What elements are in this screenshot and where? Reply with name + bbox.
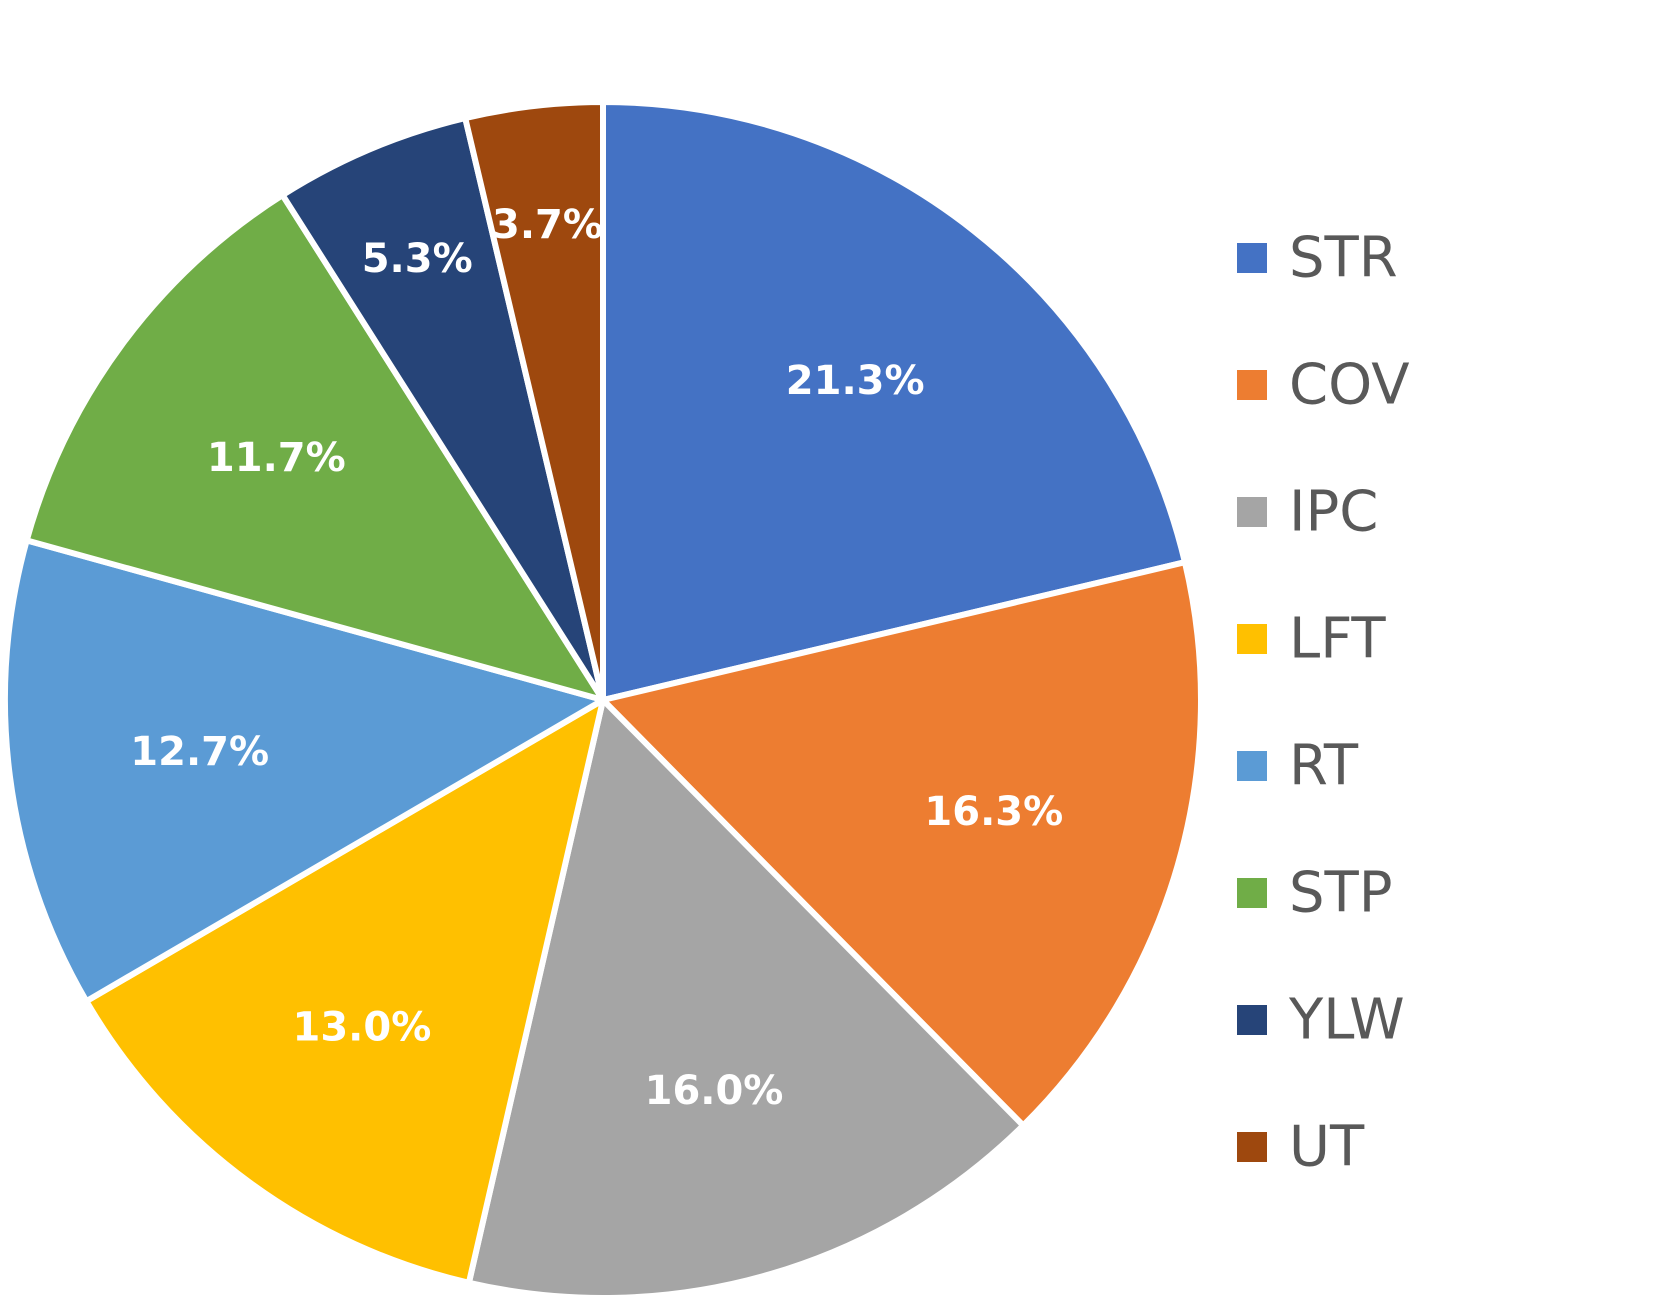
- pie-slice-stp: [23, 192, 606, 703]
- data-label-ylw: 5.3%: [362, 236, 473, 282]
- pie-slice-ipc: [465, 697, 1027, 1300]
- data-label-ipc: 16.0%: [645, 1068, 784, 1114]
- legend-swatch-cov: [1237, 370, 1267, 400]
- legend-item-stp: STP: [1237, 861, 1393, 926]
- legend-swatch-ut: [1237, 1132, 1267, 1162]
- legend-label-ylw: YLW: [1288, 988, 1405, 1053]
- legend-label-ipc: IPC: [1289, 480, 1378, 545]
- pie-slice-lft: [83, 697, 606, 1286]
- legend-item-cov: COV: [1237, 353, 1410, 418]
- pie-slice-str: [600, 99, 1188, 703]
- legend-label-lft: LFT: [1289, 607, 1386, 672]
- pie-slice-ut: [462, 99, 606, 703]
- data-label-str: 21.3%: [786, 358, 925, 404]
- legend-item-str: STR: [1237, 226, 1398, 291]
- legend-swatch-lft: [1237, 624, 1267, 654]
- legend-item-rt: RT: [1237, 734, 1359, 799]
- legend-item-ylw: YLW: [1237, 988, 1405, 1053]
- pie-slice-cov: [600, 559, 1204, 1129]
- legend-item-ipc: IPC: [1237, 480, 1378, 545]
- legend-swatch-ylw: [1237, 1005, 1267, 1035]
- legend-swatch-stp: [1237, 878, 1267, 908]
- legend-swatch-str: [1237, 243, 1267, 273]
- data-label-cov: 16.3%: [924, 789, 1063, 835]
- legend-label-cov: COV: [1289, 353, 1410, 418]
- data-label-stp: 11.7%: [207, 435, 346, 481]
- legend-item-ut: UT: [1237, 1115, 1365, 1180]
- legend-label-str: STR: [1289, 226, 1398, 291]
- data-label-lft: 13.0%: [293, 1005, 432, 1051]
- legend: STR COV IPC LFT RT STP YLW UT: [1237, 226, 1410, 1180]
- legend-swatch-rt: [1237, 751, 1267, 781]
- legend-swatch-ipc: [1237, 497, 1267, 527]
- legend-label-rt: RT: [1289, 734, 1359, 799]
- pie-slice-ylw: [279, 115, 606, 703]
- pie-slice-rt: [2, 537, 606, 1005]
- data-label-ut: 3.7%: [492, 202, 603, 248]
- pie-data-labels: 21.3% 16.3% 16.0% 13.0% 12.7% 11.7% 5.3% 3.7%: [130, 202, 1063, 1114]
- data-label-rt: 12.7%: [130, 729, 269, 775]
- pie-slices: [2, 99, 1204, 1300]
- legend-label-stp: STP: [1289, 861, 1393, 926]
- legend-label-ut: UT: [1289, 1115, 1365, 1180]
- legend-item-lft: LFT: [1237, 607, 1386, 672]
